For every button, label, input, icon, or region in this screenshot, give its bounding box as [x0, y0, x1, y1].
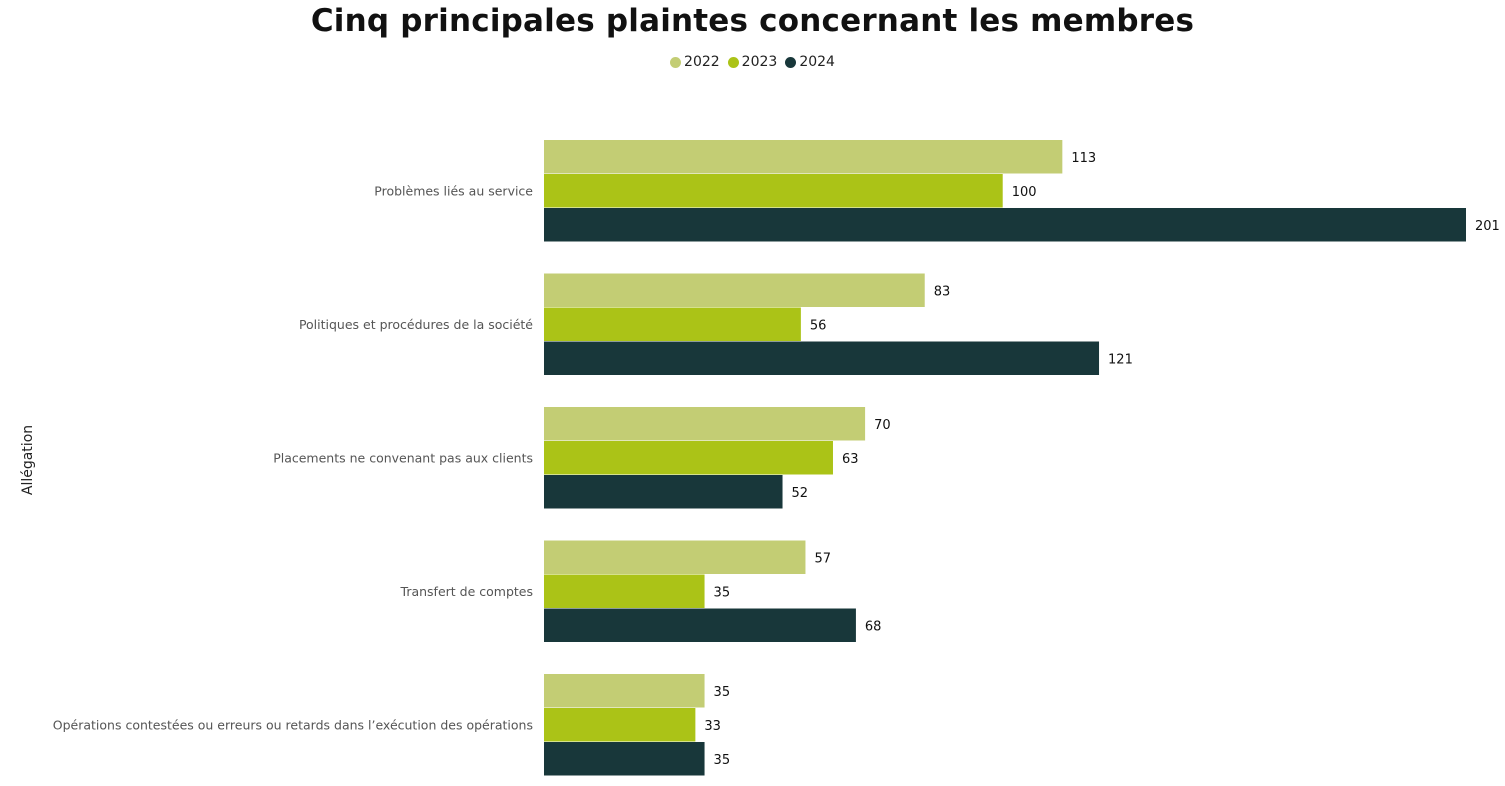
value-label-2023: 100: [1012, 185, 1037, 200]
value-label-2022: 35: [714, 685, 731, 700]
value-label-2024: 68: [865, 620, 882, 635]
bar-2024[interactable]: [544, 475, 783, 509]
value-label-2022: 83: [934, 285, 951, 300]
bar-2023[interactable]: [544, 174, 1003, 208]
value-label-2023: 56: [810, 319, 827, 334]
bar-2022[interactable]: [544, 140, 1063, 174]
category-label: Transfert de comptes: [400, 584, 533, 599]
legend-label-2023: 2023: [741, 54, 778, 70]
category-label: Opérations contestées ou erreurs ou reta…: [53, 718, 533, 733]
legend-item-2023[interactable]: 2023: [727, 54, 778, 70]
category-label: Placements ne convenant pas aux clients: [273, 451, 533, 466]
value-label-2022: 57: [814, 552, 831, 567]
bars: [544, 140, 1466, 776]
value-label-2022: 113: [1071, 151, 1096, 166]
value-labels: 113 100 201 83 56 121 70 63 52 57 35 68 35 33 35: [704, 151, 1499, 768]
value-label-2024: 52: [792, 486, 809, 501]
legend-label-2022: 2022: [684, 54, 720, 70]
bar-2024[interactable]: [544, 208, 1466, 242]
bar-2023[interactable]: [544, 441, 833, 475]
bar-2024[interactable]: [544, 742, 705, 776]
bar-2022[interactable]: [544, 407, 866, 441]
bar-2023[interactable]: [544, 574, 705, 609]
value-label-2023: 35: [714, 586, 731, 601]
legend-swatch-2024: [785, 56, 797, 68]
bar-2022[interactable]: [544, 273, 925, 308]
bar-2024[interactable]: [544, 608, 856, 643]
value-label-2022: 70: [874, 418, 891, 433]
y-axis-title: Allégation: [20, 425, 36, 495]
bar-2023[interactable]: [544, 307, 801, 342]
value-label-2024: 121: [1108, 353, 1133, 368]
bar-2022[interactable]: [544, 540, 806, 575]
bar-2022[interactable]: [544, 674, 705, 708]
bar-2023[interactable]: [544, 708, 696, 742]
chart-title: Cinq principales plaintes concernant les…: [310, 3, 1195, 39]
category-labels: Problèmes liés au service Politiques et p…: [53, 184, 534, 733]
legend-swatch-2022: [670, 56, 682, 68]
legend-item-2022[interactable]: 2022: [670, 54, 720, 70]
value-label-2024: 35: [714, 753, 731, 768]
bar-2024[interactable]: [544, 341, 1100, 376]
value-label-2023: 63: [842, 452, 859, 467]
legend-swatch-2023: [727, 56, 739, 68]
category-label: Politiques et procédures de la société: [299, 317, 533, 332]
value-label-2024: 201: [1475, 219, 1500, 234]
legend-item-2024[interactable]: 2024: [785, 54, 835, 70]
category-label: Problèmes liés au service: [374, 184, 533, 199]
legend: 2022 2023 2024: [0, 51, 1505, 73]
value-label-2023: 33: [704, 719, 721, 734]
legend-label-2024: 2024: [799, 54, 835, 70]
